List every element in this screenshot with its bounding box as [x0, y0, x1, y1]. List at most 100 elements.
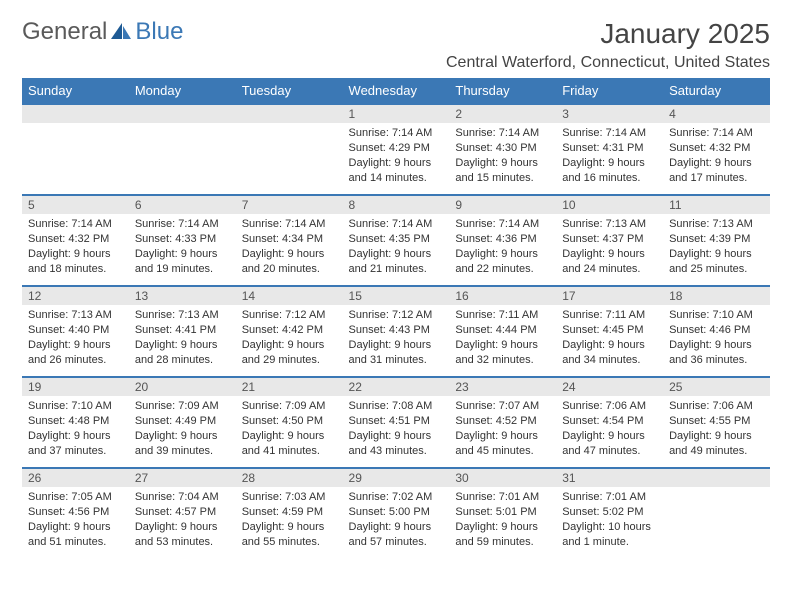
sunrise-line: Sunrise: 7:13 AM	[669, 217, 764, 232]
day-number: 14	[236, 286, 343, 305]
sunrise-line: Sunrise: 7:10 AM	[669, 308, 764, 323]
daylight-line1: Daylight: 9 hours	[242, 338, 337, 353]
sunset-line: Sunset: 4:39 PM	[669, 232, 764, 247]
daylight-line1: Daylight: 9 hours	[349, 338, 444, 353]
day-details: Sunrise: 7:08 AMSunset: 4:51 PMDaylight:…	[343, 396, 450, 468]
day-number: 27	[129, 468, 236, 487]
weekday-header: Tuesday	[236, 78, 343, 104]
daylight-line2: and 53 minutes.	[135, 535, 230, 550]
daylight-line2: and 1 minute.	[562, 535, 657, 550]
day-details: Sunrise: 7:02 AMSunset: 5:00 PMDaylight:…	[343, 487, 450, 559]
sunrise-line: Sunrise: 7:14 AM	[242, 217, 337, 232]
sunset-line: Sunset: 4:34 PM	[242, 232, 337, 247]
page-root: General Blue January 2025 Central Waterf…	[0, 0, 792, 569]
daylight-line1: Daylight: 9 hours	[28, 338, 123, 353]
sunrise-line: Sunrise: 7:02 AM	[349, 490, 444, 505]
daylight-line1: Daylight: 9 hours	[349, 429, 444, 444]
sunrise-line: Sunrise: 7:13 AM	[28, 308, 123, 323]
daylight-line2: and 36 minutes.	[669, 353, 764, 368]
sunrise-line: Sunrise: 7:14 AM	[135, 217, 230, 232]
sunrise-line: Sunrise: 7:09 AM	[135, 399, 230, 414]
day-number: 12	[22, 286, 129, 305]
sunrise-line: Sunrise: 7:14 AM	[455, 217, 550, 232]
calendar-table: Sunday Monday Tuesday Wednesday Thursday…	[22, 78, 770, 559]
day-details: Sunrise: 7:14 AMSunset: 4:33 PMDaylight:…	[129, 214, 236, 286]
sunrise-line: Sunrise: 7:14 AM	[562, 126, 657, 141]
daylight-line2: and 25 minutes.	[669, 262, 764, 277]
daylight-line1: Daylight: 9 hours	[349, 156, 444, 171]
sunset-line: Sunset: 5:01 PM	[455, 505, 550, 520]
sunset-line: Sunset: 5:00 PM	[349, 505, 444, 520]
day-details	[236, 123, 343, 195]
day-number: 23	[449, 377, 556, 396]
daylight-line2: and 31 minutes.	[349, 353, 444, 368]
details-row: Sunrise: 7:10 AMSunset: 4:48 PMDaylight:…	[22, 396, 770, 468]
sunset-line: Sunset: 5:02 PM	[562, 505, 657, 520]
daylight-line1: Daylight: 9 hours	[562, 338, 657, 353]
daylight-line2: and 47 minutes.	[562, 444, 657, 459]
daylight-line1: Daylight: 9 hours	[242, 247, 337, 262]
day-details: Sunrise: 7:12 AMSunset: 4:42 PMDaylight:…	[236, 305, 343, 377]
daylight-line2: and 39 minutes.	[135, 444, 230, 459]
details-row: Sunrise: 7:14 AM Sunset: 4:32 PM Daylight:…	[22, 214, 770, 286]
daylight-line2: and 21 minutes.	[349, 262, 444, 277]
daylight-line1: Daylight: 9 hours	[669, 156, 764, 171]
day-number: 13	[129, 286, 236, 305]
day-number: 21	[236, 377, 343, 396]
daylight-line2: and 59 minutes.	[455, 535, 550, 550]
sunset-line: Sunset: 4:56 PM	[28, 505, 123, 520]
daylight-line1: Daylight: 9 hours	[135, 429, 230, 444]
day-details: Sunrise: 7:13 AMSunset: 4:41 PMDaylight:…	[129, 305, 236, 377]
weekday-header: Sunday	[22, 78, 129, 104]
day-details: Sunrise: 7:01 AMSunset: 5:01 PMDaylight:…	[449, 487, 556, 559]
day-number: 18	[663, 286, 770, 305]
details-row: Sunrise: 7:05 AMSunset: 4:56 PM Daylight:…	[22, 487, 770, 559]
daylight-line1: Daylight: 9 hours	[28, 429, 123, 444]
day-details	[663, 487, 770, 559]
sunrise-line: Sunrise: 7:04 AM	[135, 490, 230, 505]
sunrise-line: Sunrise: 7:14 AM	[669, 126, 764, 141]
sunset-line: Sunset: 4:44 PM	[455, 323, 550, 338]
day-number: 9	[449, 195, 556, 214]
daylight-line2: and 57 minutes.	[349, 535, 444, 550]
day-details: Sunrise: 7:12 AMSunset: 4:43 PMDaylight:…	[343, 305, 450, 377]
day-number	[22, 104, 129, 123]
daylight-line2: and 24 minutes.	[562, 262, 657, 277]
weekday-header: Friday	[556, 78, 663, 104]
sunset-line: Sunset: 4:52 PM	[455, 414, 550, 429]
day-details: Sunrise: 7:14 AMSunset: 4:34 PMDaylight:…	[236, 214, 343, 286]
sunset-line: Sunset: 4:37 PM	[562, 232, 657, 247]
day-details: Sunrise: 7:11 AMSunset: 4:45 PMDaylight:…	[556, 305, 663, 377]
day-number: 28	[236, 468, 343, 487]
sunrise-line: Sunrise: 7:06 AM	[669, 399, 764, 414]
day-details: Sunrise: 7:10 AMSunset: 4:46 PMDaylight:…	[663, 305, 770, 377]
weekday-header: Saturday	[663, 78, 770, 104]
day-number: 31	[556, 468, 663, 487]
daylight-line1: Daylight: 9 hours	[135, 520, 230, 535]
day-details: Sunrise: 7:10 AMSunset: 4:48 PMDaylight:…	[22, 396, 129, 468]
daylight-line1: Daylight: 9 hours	[669, 429, 764, 444]
daylight-line1: Daylight: 9 hours	[562, 156, 657, 171]
sunrise-line: Sunrise: 7:05 AM	[28, 490, 123, 505]
sunset-line: Sunset: 4:30 PM	[455, 141, 550, 156]
weekday-header-row: Sunday Monday Tuesday Wednesday Thursday…	[22, 78, 770, 104]
daynum-row: 262728293031	[22, 468, 770, 487]
daylight-line2: and 41 minutes.	[242, 444, 337, 459]
daylight-line2: and 34 minutes.	[562, 353, 657, 368]
daylight-line2: and 14 minutes.	[349, 171, 444, 186]
daynum-row: 567891011	[22, 195, 770, 214]
sunset-line: Sunset: 4:32 PM	[28, 232, 123, 247]
day-number: 26	[22, 468, 129, 487]
sunrise-line: Sunrise: 7:13 AM	[562, 217, 657, 232]
daylight-line1: Daylight: 9 hours	[135, 338, 230, 353]
day-number: 5	[22, 195, 129, 214]
daynum-row: 12131415161718	[22, 286, 770, 305]
daylight-line1: Daylight: 9 hours	[455, 156, 550, 171]
day-details: Sunrise: 7:13 AMSunset: 4:40 PMDaylight:…	[22, 305, 129, 377]
day-number: 4	[663, 104, 770, 123]
daylight-line2: and 45 minutes.	[455, 444, 550, 459]
sunrise-line: Sunrise: 7:12 AM	[242, 308, 337, 323]
day-number	[236, 104, 343, 123]
daylight-line1: Daylight: 10 hours	[562, 520, 657, 535]
daylight-line1: Daylight: 9 hours	[562, 247, 657, 262]
